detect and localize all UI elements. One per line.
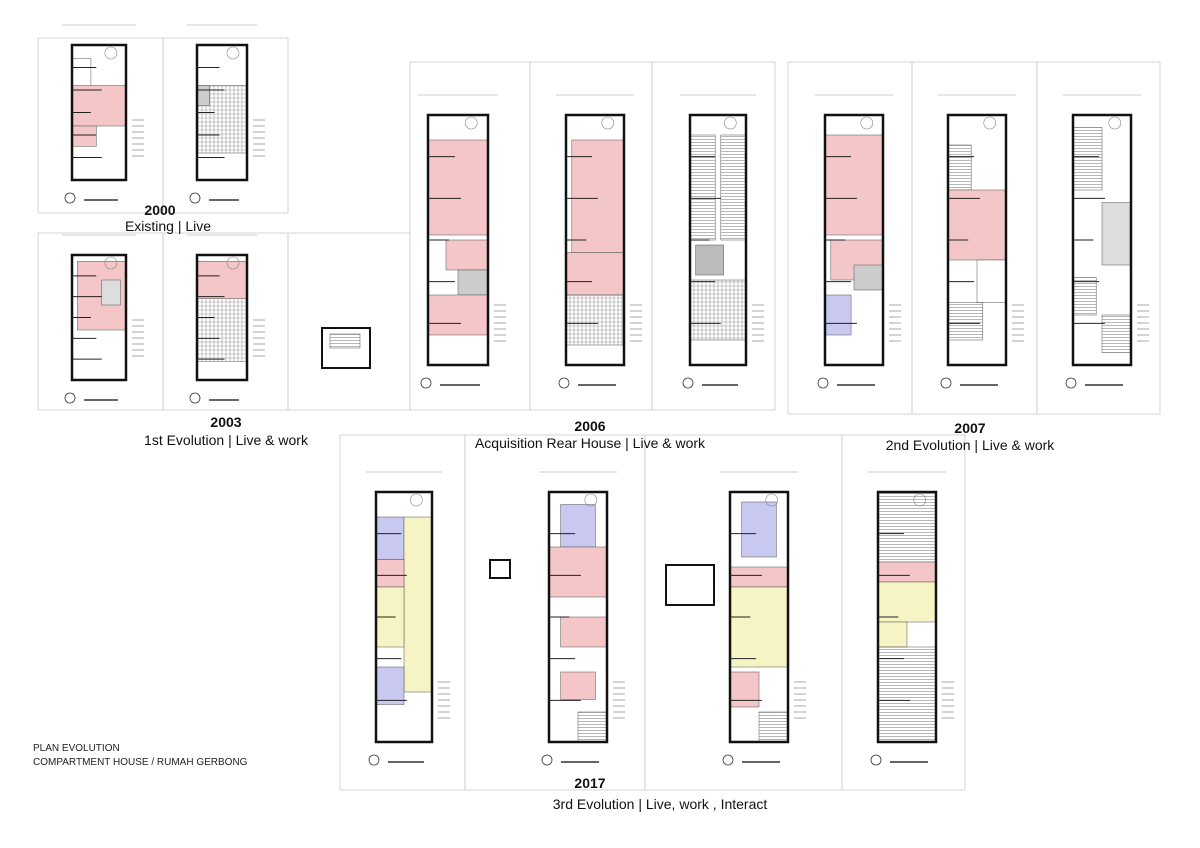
room-zone (877, 646, 937, 743)
room-zone (877, 621, 908, 648)
room-zone (375, 666, 405, 705)
room-zone (445, 239, 489, 271)
tree-symbol (860, 116, 874, 130)
room-zone (548, 546, 608, 598)
room-zone (824, 134, 884, 236)
room-zone (71, 85, 127, 127)
tree-symbol (1108, 116, 1122, 130)
room-zone (695, 244, 724, 276)
plan-2017-roof-annex (665, 564, 715, 606)
panel-frame (464, 434, 646, 791)
plan-2017-small-annex (489, 559, 511, 579)
room-zone (196, 298, 248, 362)
room-zone (403, 516, 433, 693)
room-zone (689, 134, 716, 241)
room-zone (976, 259, 1007, 303)
room-zone (71, 125, 97, 147)
tree-symbol (584, 493, 598, 507)
north-arrow-icon (1065, 377, 1077, 389)
room-zone (375, 559, 405, 588)
room-zone (101, 279, 121, 306)
panel-frame (651, 61, 776, 411)
room-zone (375, 516, 405, 560)
plan-2003-roof (321, 327, 371, 369)
north-arrow-icon (940, 377, 952, 389)
room-zone (1101, 202, 1132, 266)
room-zone (427, 139, 489, 236)
room-zone (853, 264, 884, 291)
room-zone (824, 294, 852, 336)
stage-2000-year: 2000 (144, 202, 176, 218)
north-arrow-icon (558, 377, 570, 389)
room-zone (560, 671, 596, 700)
room-zone (758, 711, 789, 743)
room-zone (1101, 314, 1132, 353)
north-arrow-icon (64, 392, 76, 404)
tree-symbol (226, 46, 240, 60)
north-arrow-icon (368, 754, 380, 766)
stage-2000-caption: Existing | Live (124, 218, 212, 234)
stage-2006-caption: Acquisition Rear House | Live & work (474, 435, 706, 451)
room-zone (877, 581, 937, 623)
stage-2006-year: 2006 (574, 418, 606, 434)
north-arrow-icon (722, 754, 734, 766)
room-zone (571, 139, 625, 253)
tree-symbol (765, 493, 779, 507)
north-arrow-icon (870, 754, 882, 766)
tree-symbol (226, 256, 240, 270)
room-zone (577, 711, 608, 743)
tree-symbol (601, 116, 615, 130)
room-zone (729, 586, 789, 668)
title-block-line2: COMPARTMENT HOUSE / RUMAH GERBONG (33, 757, 248, 768)
stage-2007-caption: 2nd Evolution | Live & work (885, 437, 1055, 453)
room-zone (689, 279, 747, 341)
stage-2003-year: 2003 (210, 414, 242, 430)
tree-symbol (913, 493, 927, 507)
tree-symbol (104, 46, 118, 60)
room-zone (877, 491, 937, 563)
room-zone (457, 269, 489, 296)
stage-2003-caption: 1st Evolution | Live & work (144, 432, 308, 448)
tree-symbol (724, 116, 737, 130)
room-zone (565, 252, 625, 296)
tree-symbol (983, 116, 997, 130)
roof-stair (329, 333, 361, 349)
north-arrow-icon (682, 377, 694, 389)
room-zone (196, 85, 210, 106)
room-zone (1072, 277, 1097, 316)
room-zone (877, 561, 937, 583)
north-arrow-icon (189, 192, 201, 204)
room-zone (947, 189, 1007, 261)
stage-2017-caption: 3rd Evolution | Live, work , Interact (552, 796, 768, 812)
tree-symbol (410, 493, 423, 507)
panel-frame (1036, 61, 1161, 415)
stage-2017-year: 2017 (574, 775, 606, 791)
north-arrow-icon (189, 392, 201, 404)
room-zone (560, 616, 608, 648)
tree-symbol (464, 116, 478, 130)
tree-symbol (104, 256, 118, 270)
room-zone (729, 566, 789, 588)
room-zone (947, 144, 972, 191)
north-arrow-icon (64, 192, 76, 204)
room-zone (729, 671, 760, 708)
title-block-line1: PLAN EVOLUTION (33, 743, 120, 754)
room-zone (196, 261, 248, 299)
north-arrow-icon (420, 377, 432, 389)
room-zone (565, 294, 625, 346)
panel-frame (287, 232, 411, 411)
room-zone (720, 134, 747, 241)
panel-frame (162, 37, 289, 214)
panel-frame (841, 434, 966, 791)
stage-2007-year: 2007 (954, 420, 986, 436)
north-arrow-icon (541, 754, 553, 766)
room-zone (741, 501, 777, 558)
north-arrow-icon (817, 377, 829, 389)
room-zone (1072, 127, 1103, 191)
room-zone (560, 504, 596, 548)
room-zone (947, 302, 984, 341)
room-zone (427, 294, 489, 336)
